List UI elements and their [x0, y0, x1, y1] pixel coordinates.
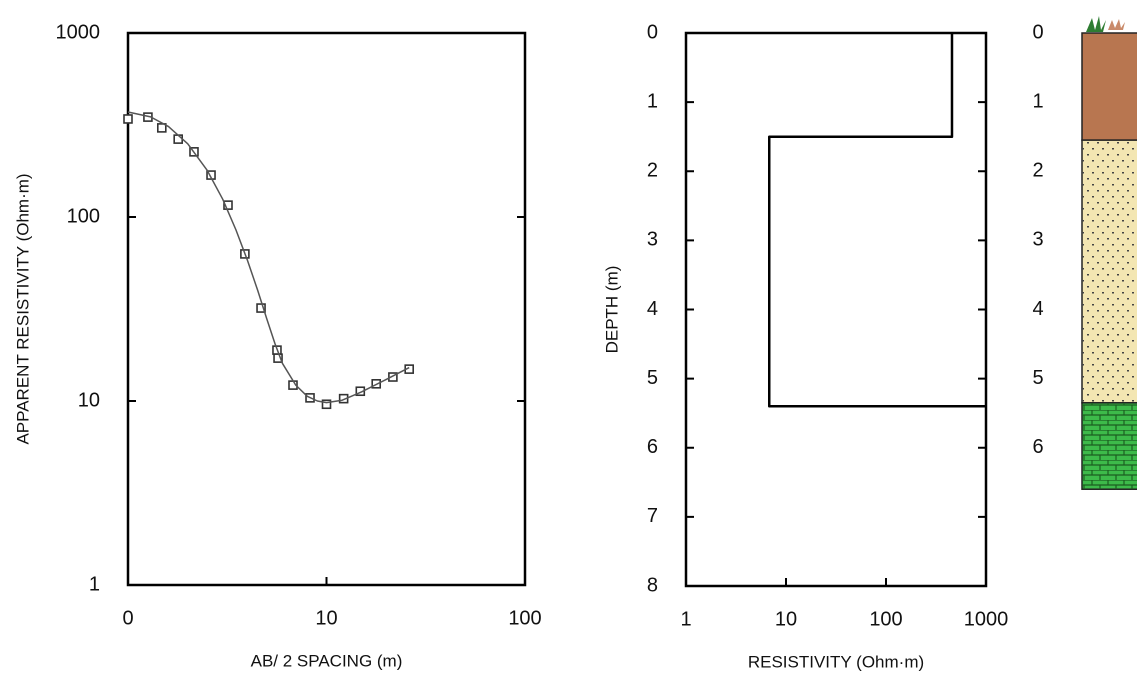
x-axis-label: RESISTIVITY (Ohm·m) — [748, 652, 924, 671]
data-line — [127, 111, 410, 404]
y-tick-label: 100 — [67, 205, 100, 227]
layer-pattern — [1082, 402, 1137, 490]
layer-pattern — [1082, 140, 1137, 403]
depth-label: 0 — [1032, 21, 1043, 43]
data-point — [256, 303, 266, 313]
depth-label: 1 — [1032, 90, 1043, 112]
y-tick-label: 5 — [647, 367, 658, 389]
y-tick-label: 6 — [647, 436, 658, 458]
y-axis-label: DEPTH (m) — [602, 266, 621, 354]
x-tick-label: 0 — [122, 607, 133, 629]
y-tick-label: 2 — [647, 160, 658, 182]
vegetation-icon — [1086, 16, 1125, 32]
data-point — [388, 372, 398, 382]
x-tick-label: 100 — [869, 608, 902, 630]
layer — [1081, 32, 1137, 141]
y-tick-label: 0 — [647, 21, 658, 43]
data-point — [156, 123, 167, 133]
x-axis-label: AB/ 2 SPACING (m) — [251, 651, 403, 670]
depth-label: 3 — [1032, 229, 1043, 251]
y-tick-label: 8 — [647, 574, 658, 596]
x-tick-label: 100 — [508, 607, 541, 629]
depth-label: 2 — [1032, 160, 1043, 182]
y-axis-label: APPARENT RESISTIVITY (Ohm·m) — [13, 173, 32, 444]
data-point — [273, 353, 283, 363]
x-tick-label: 1000 — [964, 608, 1009, 630]
y-tick-label: 1000 — [56, 21, 101, 43]
x-tick-label: 1 — [680, 608, 691, 630]
plot-frame — [126, 31, 527, 587]
data-point — [123, 114, 133, 124]
y-tick-label: 4 — [647, 298, 658, 320]
y-tick-label: 3 — [647, 229, 658, 251]
depth-label: 6 — [1032, 436, 1043, 458]
data-point — [321, 399, 332, 410]
data-point — [173, 134, 183, 144]
y-tick-label: 1 — [89, 573, 100, 595]
depth-label: 5 — [1032, 367, 1043, 389]
x-tick-label: 10 — [315, 607, 337, 629]
plot-frame — [684, 31, 988, 588]
y-tick-label: 7 — [647, 505, 658, 527]
depth-label: 4 — [1032, 298, 1043, 320]
x-tick-label: 10 — [775, 608, 797, 630]
y-tick-label: 10 — [78, 389, 100, 411]
data-point — [223, 200, 233, 210]
data-line — [768, 33, 986, 408]
y-tick-label: 1 — [647, 90, 658, 112]
